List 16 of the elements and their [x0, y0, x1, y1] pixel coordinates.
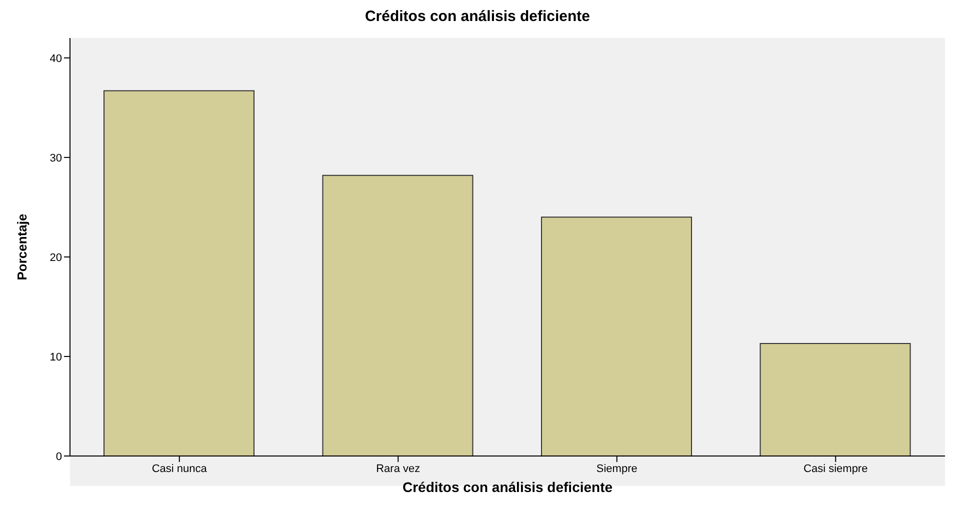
bar: [322, 174, 474, 456]
bar: [104, 90, 254, 456]
x-tick-label: Casi siempre: [804, 462, 868, 475]
y-tick-label: 40: [50, 52, 62, 65]
x-tick-label: Rara vez: [376, 462, 420, 475]
bar: [760, 343, 911, 456]
y-tick-label: 0: [56, 450, 62, 463]
y-tick-label: 30: [50, 152, 62, 164]
x-tick-label: Siempre: [596, 462, 638, 475]
chart-title: Créditos con análisis deficiente: [364, 8, 592, 27]
y-tick-label: 20: [50, 252, 62, 264]
x-axis-title: Créditos con análisis deficiente: [402, 478, 613, 495]
bar: [541, 216, 692, 456]
y-tick-label: 10: [50, 351, 62, 364]
y-axis-title: Porcentaje: [14, 214, 30, 280]
x-tick-label: Casi nunca: [152, 462, 208, 475]
